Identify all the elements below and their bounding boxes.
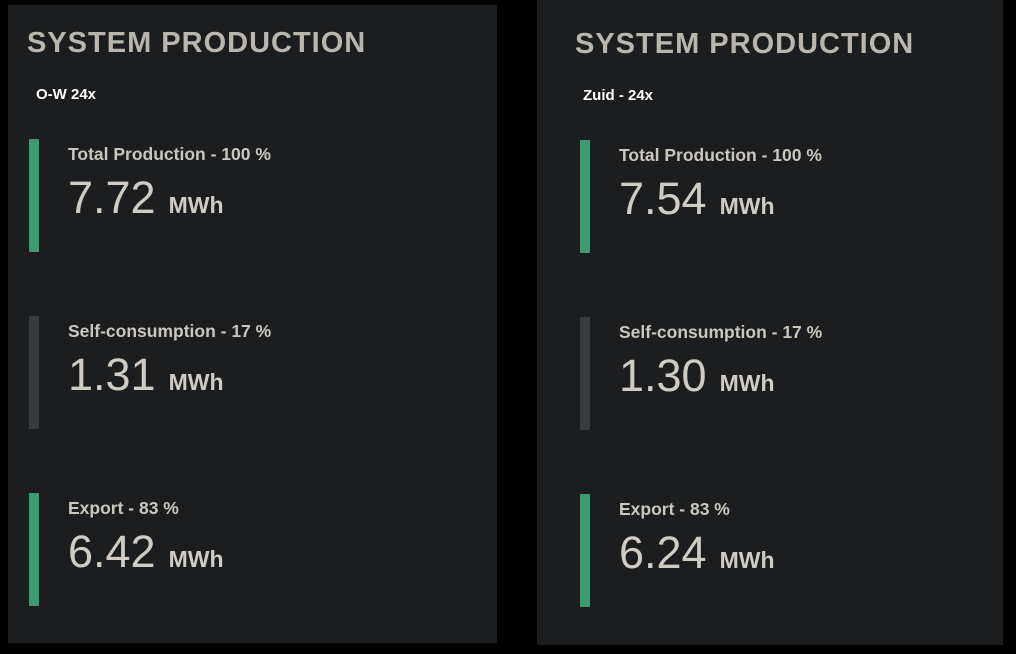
- panel-title: SYSTEM PRODUCTION: [575, 28, 915, 60]
- metric-label: Self-consumption - 17 %: [619, 322, 823, 343]
- metric-label: Total Production - 100 %: [619, 145, 822, 166]
- system-production-panel-left: SYSTEM PRODUCTION O-W 24x Total Producti…: [8, 5, 497, 643]
- metric-text: Export - 83 % 6.24 MWh: [619, 494, 775, 607]
- metric-unit: MWh: [719, 370, 775, 397]
- system-production-panel-right: SYSTEM PRODUCTION Zuid - 24x Total Produ…: [537, 0, 1003, 645]
- panel-title: SYSTEM PRODUCTION: [27, 27, 367, 59]
- metric-color-bar: [29, 493, 39, 607]
- metric-value: 6.42 MWh: [68, 526, 224, 578]
- metric-text: Export - 83 % 6.42 MWh: [68, 493, 224, 606]
- metric-number: 1.31: [68, 349, 156, 401]
- metric-label: Total Production - 100 %: [68, 144, 271, 165]
- metric-value: 1.31 MWh: [68, 349, 271, 401]
- metric-value: 7.54 MWh: [619, 173, 822, 225]
- metric-text: Total Production - 100 % 7.54 MWh: [619, 140, 822, 253]
- metric-self-consumption: Self-consumption - 17 % 1.31 MWh: [29, 316, 497, 430]
- metric-self-consumption: Self-consumption - 17 % 1.30 MWh: [580, 317, 1003, 431]
- metric-export: Export - 83 % 6.24 MWh: [580, 494, 1003, 608]
- metric-label: Export - 83 %: [68, 498, 179, 519]
- metric-number: 7.72: [68, 172, 156, 224]
- metric-text: Total Production - 100 % 7.72 MWh: [68, 139, 271, 252]
- metric-value: 6.24 MWh: [619, 527, 775, 579]
- metric-label: Self-consumption - 17 %: [68, 321, 272, 342]
- metric-export: Export - 83 % 6.42 MWh: [29, 493, 497, 607]
- metrics-list: Total Production - 100 % 7.72 MWh Self-c…: [29, 139, 497, 607]
- metric-unit: MWh: [168, 369, 224, 396]
- metrics-list: Total Production - 100 % 7.54 MWh Self-c…: [580, 140, 1003, 608]
- metric-total-production: Total Production - 100 % 7.54 MWh: [580, 140, 1003, 254]
- metric-number: 7.54: [619, 173, 707, 225]
- metric-value: 7.72 MWh: [68, 172, 271, 224]
- metric-number: 6.24: [619, 527, 707, 579]
- metric-number: 6.42: [68, 526, 156, 578]
- metric-text: Self-consumption - 17 % 1.31 MWh: [68, 316, 271, 429]
- metric-number: 1.30: [619, 350, 707, 402]
- metric-value: 1.30 MWh: [619, 350, 822, 402]
- metric-unit: MWh: [719, 193, 775, 220]
- metric-unit: MWh: [719, 547, 775, 574]
- panel-subtitle: Zuid - 24x: [583, 87, 654, 105]
- metric-color-bar: [580, 494, 590, 608]
- metric-color-bar: [29, 139, 39, 253]
- metric-label: Export - 83 %: [619, 499, 730, 520]
- metric-color-bar: [29, 316, 39, 430]
- metric-color-bar: [580, 317, 590, 431]
- metric-unit: MWh: [168, 192, 224, 219]
- metric-color-bar: [580, 140, 590, 254]
- metric-total-production: Total Production - 100 % 7.72 MWh: [29, 139, 497, 253]
- metric-text: Self-consumption - 17 % 1.30 MWh: [619, 317, 822, 430]
- panel-subtitle: O-W 24x: [36, 86, 97, 104]
- metric-unit: MWh: [168, 546, 224, 573]
